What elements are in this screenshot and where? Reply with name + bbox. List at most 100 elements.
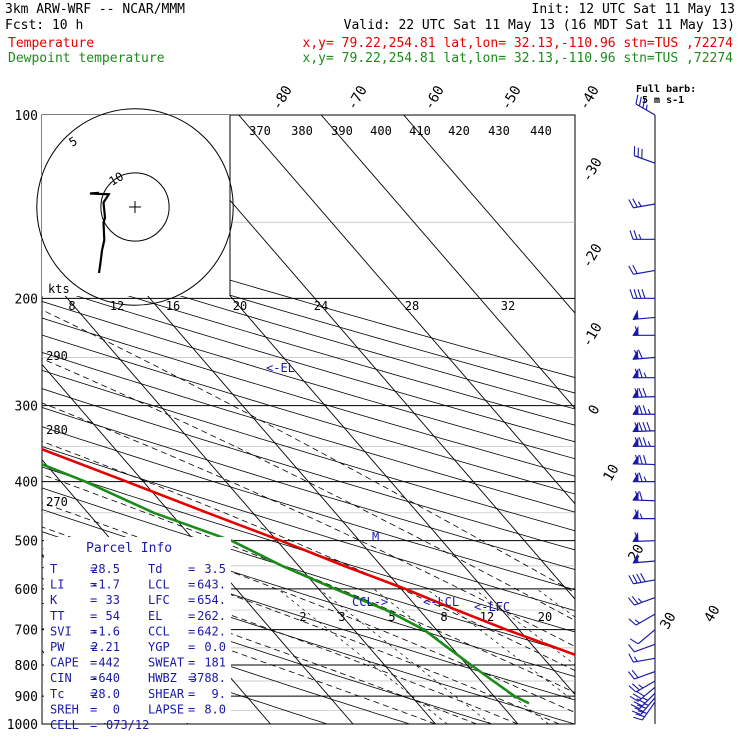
theta-label: 370 <box>249 124 271 138</box>
temperature-line <box>42 447 575 657</box>
theta-side-label: 280 <box>46 423 68 437</box>
isotherm-label: -70 <box>344 83 371 113</box>
wind-barb-feather <box>638 454 643 465</box>
parcel-level-label: <-LFC <box>474 600 510 614</box>
valid-time: Valid: 22 UTC Sat 11 May 13 (16 MDT Sat … <box>344 18 735 33</box>
parcel-info-cell: 0.0 <box>204 640 226 654</box>
dry-adiabat <box>42 253 575 410</box>
wind-barb-feather <box>639 513 643 519</box>
moist-adiabat <box>42 502 575 714</box>
wind-barb-feather <box>638 96 642 107</box>
wind-barb-feather <box>627 671 635 680</box>
hodograph-speed-label: 20 <box>233 299 247 313</box>
parcel-info-cell: EL <box>148 609 162 623</box>
parcel-info-cell: CAPE <box>50 656 79 670</box>
isotherm-label: -20 <box>579 241 606 271</box>
parcel-info-cell: 54 <box>106 609 120 623</box>
wind-barb-feather <box>640 573 646 582</box>
wind-barb-feather <box>631 710 642 715</box>
dry-adiabat <box>42 509 575 678</box>
parcel-info-cell: = <box>90 687 97 701</box>
dewpoint-line <box>42 462 530 705</box>
isotherm-label: 40 <box>701 603 723 626</box>
parcel-info-cell: SREH <box>50 702 79 716</box>
forecast-label: Fcst: 10 h <box>5 18 83 33</box>
theta-label: 420 <box>448 124 470 138</box>
theta-label: 390 <box>331 124 353 138</box>
parcel-level-label: <-EL <box>266 361 295 375</box>
dry-adiabat <box>42 317 575 477</box>
wind-barb-feather <box>638 491 643 501</box>
wind-barb-feather <box>634 437 639 447</box>
parcel-info-cell: = <box>188 671 195 685</box>
isotherm-line <box>42 363 354 724</box>
parcel-info-cell: = <box>90 562 97 576</box>
theta-side-label: 270 <box>46 495 68 509</box>
wind-barb-feather <box>637 349 643 359</box>
parcel-info-cell: 654. <box>197 593 226 607</box>
parcel-info-cell: LAPSE <box>148 702 184 716</box>
parcel-level-label: M <box>372 530 379 544</box>
parcel-info-cell: LI <box>50 578 64 592</box>
dry-adiabat <box>42 352 575 513</box>
wind-barb-shaft <box>635 680 656 693</box>
hodograph-speed-label: 32 <box>501 299 515 313</box>
theta-label: 410 <box>409 124 431 138</box>
hodograph-background <box>42 115 230 296</box>
parcel-info-cell: Td <box>148 562 162 576</box>
isotherm-label: -80 <box>269 83 296 113</box>
wind-barb-feather <box>632 264 638 274</box>
profile-layer: M CCL-> <-LCL <-LFC <-EL <box>42 361 575 705</box>
wind-barb-feather <box>643 372 647 378</box>
legend-temperature: Temperature <box>8 36 94 51</box>
parcel-info-cell: = <box>90 718 97 732</box>
wind-barb-feather <box>634 619 640 624</box>
parcel-info-cell: = <box>90 656 97 670</box>
dry-adiabat <box>42 577 494 724</box>
parcel-info-box: Parcel Info T =28.5 Td = 3.5LI =-1.7 LCL = 643.K… <box>44 537 231 732</box>
parcel-info-cell: 181 <box>204 656 226 670</box>
wind-barb-flag <box>632 387 639 398</box>
wind-barb-flag <box>632 436 639 447</box>
dry-adiabat <box>42 466 575 633</box>
wind-barb-shaft <box>634 155 656 164</box>
wind-barb-feather <box>634 326 639 336</box>
wind-barb-feather <box>628 685 637 693</box>
wind-barb-feather <box>633 701 643 707</box>
wind-barb-feather <box>634 405 639 415</box>
parcel-info-cell: = <box>90 624 97 638</box>
parcel-level-label: <-LCL <box>423 595 459 609</box>
moist-adiabat <box>42 441 575 672</box>
pressure-tick-label: 900 <box>15 690 38 705</box>
wind-barb-feather <box>627 644 635 653</box>
isotherm-line <box>320 115 575 410</box>
wind-barb-feather <box>636 698 646 704</box>
pressure-tick-label: 1000 <box>7 718 38 733</box>
wind-barb-feather <box>643 476 647 482</box>
parcel-info-cell: = <box>90 609 97 623</box>
wind-barb-feather <box>633 349 639 360</box>
isotherm-label: -50 <box>498 83 525 113</box>
dry-adiabat <box>42 426 575 591</box>
isotherm-label: -60 <box>421 83 448 113</box>
wind-barb-feather <box>628 618 637 626</box>
wind-barb-flag <box>632 325 639 336</box>
wind-barb-feather <box>638 368 643 378</box>
wind-barb-feather <box>633 230 638 240</box>
full-barb-units: 5 m s-1 <box>642 95 684 106</box>
wind-barb-feather <box>634 532 639 542</box>
dry-adiabat <box>42 628 329 724</box>
wind-barb-flag <box>632 421 639 432</box>
wind-barb-feather <box>647 409 651 415</box>
wind-barb-feather <box>634 472 639 482</box>
mixing-ratio-line <box>318 588 492 724</box>
parcel-info-cell: 9. <box>212 687 226 701</box>
isotherm-label: -10 <box>579 320 606 350</box>
profiles-clipped <box>42 447 575 705</box>
parcel-info-cell: PW <box>50 640 65 654</box>
theta-label: 440 <box>530 124 552 138</box>
wind-barb-shaft <box>635 613 656 626</box>
hodograph-ring <box>100 172 170 242</box>
